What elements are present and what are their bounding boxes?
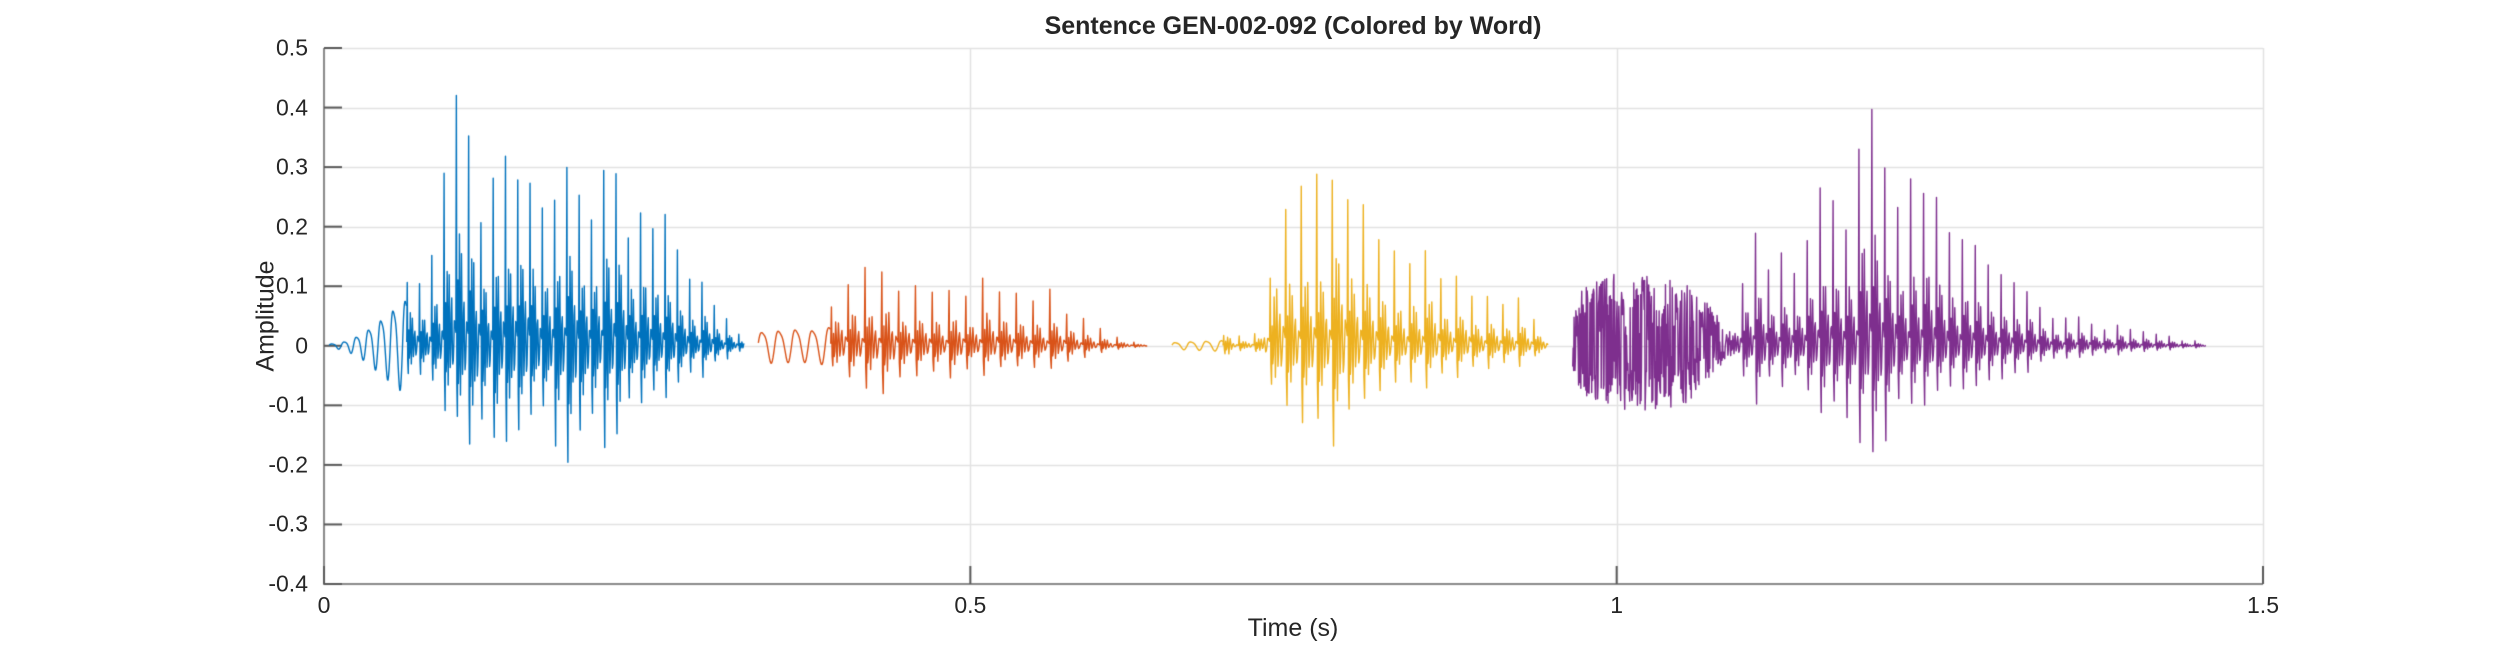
- y-tick-label: -0.1: [268, 391, 308, 418]
- y-tick-label: 0: [295, 332, 308, 359]
- x-tick-label: 1: [1610, 592, 1624, 618]
- y-tick-label: 0.4: [276, 94, 308, 121]
- y-tick-label: 0.5: [276, 34, 308, 61]
- y-tick-label: 0.2: [276, 213, 308, 240]
- y-tick-label: -0.4: [268, 570, 308, 597]
- y-tick-label: -0.2: [268, 451, 308, 478]
- x-tick-label: 1.5: [2247, 592, 2279, 618]
- chart-title: Sentence GEN-002-092 (Colored by Word): [1044, 12, 1542, 40]
- y-tick-label: 0.3: [276, 153, 308, 180]
- y-tick-label: -0.3: [268, 510, 308, 537]
- y-tick-label: 0.1: [276, 272, 308, 299]
- x-tick-label: 0: [317, 592, 331, 618]
- x-axis-label: Time (s): [1247, 614, 1339, 642]
- x-tick-label: 0.5: [954, 592, 987, 618]
